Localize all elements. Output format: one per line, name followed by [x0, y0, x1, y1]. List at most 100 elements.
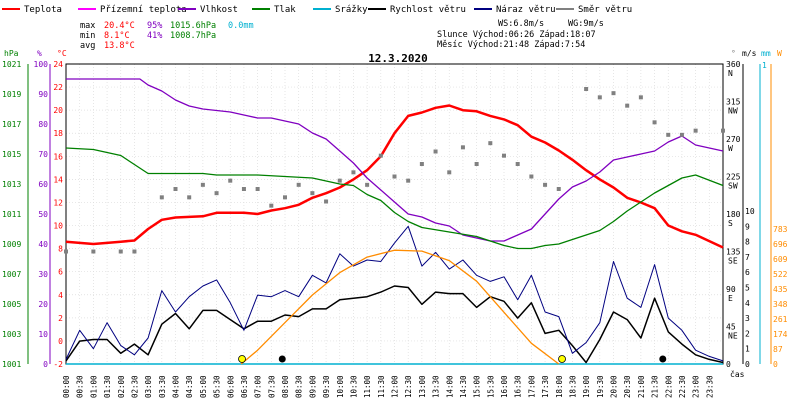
- x-tick-label: 03:30: [158, 375, 167, 398]
- wind-direction-point: [214, 191, 219, 196]
- tick-mm: 1: [762, 61, 767, 70]
- wind-direction-point: [693, 128, 698, 133]
- tick-deg: 45: [726, 323, 736, 332]
- x-tick-label: 18:00: [555, 375, 564, 398]
- tick-hpa: 1015: [2, 150, 21, 159]
- tick-w: 783: [773, 225, 788, 234]
- legend-label-3: Tlak: [274, 5, 296, 15]
- series-line-8: [240, 249, 560, 365]
- wind-direction-point: [433, 149, 438, 154]
- wind-direction-point: [502, 153, 506, 158]
- wind-direction-point: [310, 191, 315, 196]
- wind-direction-point: [378, 153, 383, 158]
- moon-info: Měsíc Východ:21:48 Západ:7:54: [437, 40, 585, 50]
- axis-title-c: °C: [57, 49, 67, 58]
- x-tick-label: 09:30: [322, 375, 331, 398]
- x-tick-label: 21:00: [637, 375, 646, 398]
- tick-ms: 7: [745, 253, 750, 262]
- wind-gust-info: WG:9m/s: [568, 19, 604, 29]
- x-tick-label: 09:00: [308, 375, 317, 398]
- moonset-marker: [278, 355, 286, 363]
- tick-c: 14: [53, 175, 63, 184]
- wind-direction-point: [584, 87, 589, 91]
- tick-w: 261: [773, 315, 788, 324]
- x-tick-label: 15:00: [473, 375, 482, 398]
- tick-pct: 60: [38, 180, 48, 189]
- stats-avg-label: avg: [80, 41, 95, 51]
- tick-c: 16: [53, 152, 63, 161]
- legend-label-5: Rychlost větru: [390, 5, 466, 15]
- tick-ms: 3: [745, 314, 750, 323]
- tick-hpa: 1019: [2, 90, 21, 99]
- x-tick-label: 02:00: [117, 375, 126, 398]
- legend-label-7: Směr větru: [578, 5, 632, 15]
- tick-c: -2: [53, 360, 63, 369]
- tick-pct: 30: [38, 270, 48, 279]
- wind-direction-point: [365, 182, 370, 187]
- x-tick-label: 07:00: [254, 375, 263, 398]
- tick-c: 22: [53, 83, 63, 92]
- tick-ms: 2: [745, 329, 750, 338]
- tick-deg: 315: [726, 98, 741, 107]
- stats-avg-temp: 13.8°C: [104, 41, 135, 51]
- tick-hpa: 1013: [2, 180, 21, 189]
- tick-deg: 0: [726, 360, 731, 369]
- tick-hpa: 1005: [2, 300, 21, 309]
- tick-ms: 4: [745, 299, 750, 308]
- x-tick-label: 23:00: [692, 375, 701, 398]
- wind-direction-point: [597, 95, 602, 100]
- wind-direction-point: [543, 182, 548, 187]
- x-tick-label: 04:30: [185, 375, 194, 398]
- wind-direction-point: [419, 162, 424, 166]
- wind-direction-point: [679, 132, 684, 137]
- wind-direction-point: [173, 187, 178, 191]
- tick-w: 696: [773, 240, 788, 249]
- wind-direction-point: [488, 141, 493, 146]
- series-line-0: [65, 104, 724, 249]
- axis-title-w: W: [777, 49, 782, 58]
- tick-pct: 20: [38, 300, 48, 309]
- wind-direction-point: [187, 195, 192, 200]
- tick-hpa: 1009: [2, 240, 21, 249]
- stats-min-hum: 41%: [147, 31, 162, 41]
- tick-deg-dir: E: [728, 294, 733, 303]
- tick-c: 0: [58, 337, 63, 346]
- wind-direction-point: [625, 103, 630, 108]
- series-line-6: [65, 225, 724, 362]
- stats-min-label: min: [80, 31, 95, 41]
- x-tick-label: 17:00: [527, 375, 536, 398]
- x-tick-label: 04:00: [172, 375, 181, 398]
- tick-deg-dir: SE: [728, 257, 738, 266]
- axis-title-hpa: hPa: [4, 49, 19, 58]
- wind-direction-point: [269, 203, 274, 208]
- legend: Teplota Přízemní teplota Vlhkost Tlak Srážky…: [2, 5, 632, 15]
- x-tick-label: 20:00: [610, 375, 619, 398]
- tick-pct: 50: [38, 210, 48, 219]
- wind-direction-point: [91, 249, 96, 254]
- x-tick-label: 12:30: [404, 375, 413, 398]
- wind-direction-point: [159, 195, 164, 200]
- wind-direction-point: [721, 128, 725, 133]
- wind-direction-point: [529, 174, 534, 179]
- x-tick-label: 21:30: [651, 375, 660, 398]
- stats-max-press: 1015.6hPa: [170, 21, 216, 31]
- wind-speed-info: WS:6.8m/s: [498, 19, 544, 29]
- tick-hpa: 1011: [2, 210, 21, 219]
- tick-ms: 8: [745, 238, 750, 247]
- wind-direction-point: [460, 145, 465, 150]
- axis-title-pct: %: [37, 49, 42, 58]
- tick-pct: 80: [38, 120, 48, 129]
- tick-deg: 225: [726, 173, 741, 182]
- tick-deg-dir: W: [728, 144, 733, 153]
- x-tick-label: 17:30: [541, 375, 550, 398]
- legend-label-6: Náraz větru: [496, 5, 556, 15]
- tick-deg-dir: N: [728, 69, 733, 78]
- x-tick-label: 06:30: [240, 375, 249, 398]
- legend-label-0: Teplota: [24, 5, 62, 15]
- axes: 1001100310051007100910111013101510171019…: [2, 60, 788, 369]
- tick-c: 12: [53, 198, 63, 207]
- tick-deg: 90: [726, 285, 736, 294]
- tick-w: 609: [773, 255, 788, 264]
- tick-c: 10: [53, 222, 63, 231]
- tick-pct: 0: [43, 360, 48, 369]
